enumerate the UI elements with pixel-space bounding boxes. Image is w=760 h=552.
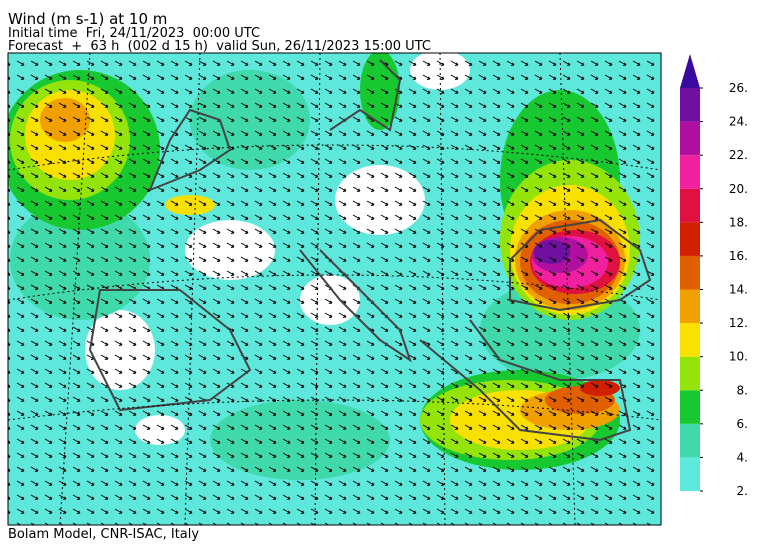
- colorbar-extend: [680, 54, 700, 88]
- footer: Bolam Model, CNR-ISAC, Italy: [8, 527, 199, 542]
- colorbar-segment: [680, 356, 700, 391]
- colorbar-segment: [680, 255, 700, 290]
- colorbar-segment: [680, 222, 700, 256]
- initial-time: Initial time Fri, 24/11/2023 00:00 UTC: [8, 26, 260, 41]
- colorbar-tick-label: 24.: [729, 115, 748, 129]
- colorbar-tick-label: 20.: [729, 182, 748, 196]
- colorbar-segment: [680, 188, 700, 223]
- colorbar-tick-label: 6.: [737, 417, 748, 431]
- colorbar-tick-label: 26.: [729, 81, 748, 95]
- title: Wind (m s-1) at 10 m: [8, 10, 167, 28]
- colorbar-segment: [680, 289, 700, 324]
- colorbar-segment: [680, 390, 700, 424]
- forecast-time: Forecast + 63 h (002 d 15 h) valid Sun, …: [8, 39, 431, 54]
- colorbar-segment: [680, 121, 700, 156]
- colorbar-tick-label: 10.: [729, 350, 748, 364]
- colorbar-tick-label: 14.: [729, 283, 748, 297]
- colorbar-segment: [680, 323, 700, 357]
- colorbar-tick-label: 8.: [737, 383, 748, 397]
- colorbar-tick-label: 2.: [737, 484, 748, 498]
- map-frame: [7, 52, 662, 526]
- colorbar-segment: [680, 155, 700, 189]
- colorbar-segment: [680, 423, 700, 458]
- colorbar: 2. 4. 6. 8. 10. 12. 14. 16. 18. 20. 22. 24. 26.: [680, 54, 748, 498]
- map: [8, 53, 661, 525]
- colorbar-segment: [680, 88, 700, 122]
- colorbar-tick-label: 4.: [737, 450, 748, 464]
- colorbar-tick-label: 18.: [729, 215, 748, 229]
- colorbar-tick-label: 22.: [729, 148, 748, 162]
- colorbar-tick-label: 12.: [729, 316, 748, 330]
- colorbar-segment: [680, 457, 700, 491]
- colorbar-tick-label: 16.: [729, 249, 748, 263]
